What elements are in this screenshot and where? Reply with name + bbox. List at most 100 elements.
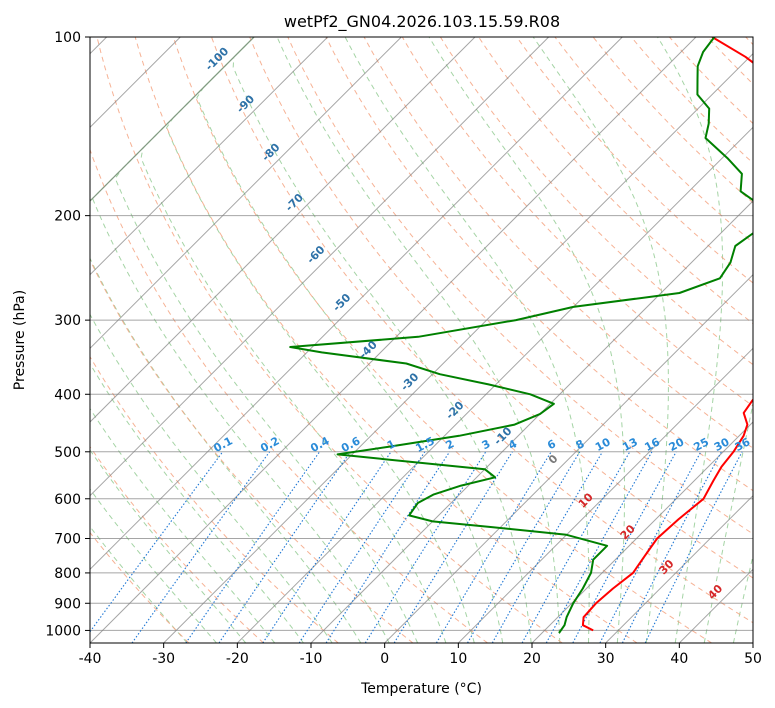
mixing-ratio-line (621, 451, 722, 643)
mixing-ratio-line (545, 451, 653, 643)
moist-adiabat (196, 37, 504, 643)
mixing-ratio-line (435, 451, 552, 643)
moist-adiabat-label: 10 (576, 490, 596, 510)
axes: -40 -30 -20 -10 0 10 20 30 40 5010020030040050060… (45, 30, 762, 667)
dry-adiabat (745, 37, 753, 46)
moist-adiabat (140, 37, 447, 643)
dry-adiabat (249, 37, 753, 579)
plot-frame (89, 36, 754, 644)
mixing-ratio-label: 25 (691, 435, 711, 454)
profile-lines (289, 37, 753, 634)
dry-adiabat (287, 37, 753, 535)
mixing-ratio-line (599, 451, 702, 643)
y-tick-label: 800 (54, 566, 81, 582)
mixing-ratio-line (491, 451, 603, 643)
y-tick-label: 700 (54, 532, 81, 548)
dry-adiabat (134, 37, 638, 643)
dry-adiabat (516, 37, 753, 284)
dry-adiabat (325, 37, 753, 492)
dry-adiabat (90, 355, 339, 643)
dry-adiabat (96, 37, 563, 643)
isotherm (90, 37, 623, 571)
moist-adiabat (90, 37, 255, 643)
mixing-ratio-label: 6 (545, 437, 558, 452)
dry-adiabat (90, 148, 488, 643)
y-tick-label: 200 (54, 209, 81, 225)
moist-adiabat-label: 20 (618, 522, 638, 542)
x-axis-label: Temperature (°C) (360, 681, 482, 697)
dry-adiabat-label: -20 (443, 399, 466, 422)
y-tick-label: 400 (54, 387, 81, 403)
y-tick-label: 300 (54, 313, 81, 329)
isotherm (531, 421, 753, 643)
moist-adiabat (90, 37, 255, 643)
dry-adiabat-label: -100 (203, 45, 232, 74)
moist-adiabat (232, 37, 532, 643)
x-tick-label: 20 (523, 651, 541, 667)
dry-adiabat-label: -70 (283, 191, 306, 214)
mixing-ratio-line (131, 451, 271, 643)
line-labels: 0.1 0.2 0.4 0.6 1 1.5 2 3 4 6 8 10 13 16 20 25 30 36-100-… (203, 45, 753, 603)
moist-adiabat (428, 37, 626, 643)
x-tick-label: 10 (449, 651, 467, 667)
mixing-ratio-line (521, 451, 631, 643)
moist-adiabat (90, 37, 304, 643)
moist-adiabat (532, 37, 669, 643)
x-tick-label: 30 (597, 651, 615, 667)
isotherm (90, 37, 255, 202)
dry-adiabat (439, 37, 753, 366)
mixing-ratio-line (393, 451, 513, 643)
isotherm (236, 126, 753, 643)
mixing-ratio-line (90, 451, 224, 633)
isotherm (605, 494, 753, 643)
x-tick-label: 50 (744, 651, 762, 667)
isotherm (384, 273, 753, 643)
x-tick-label: 0 (380, 651, 389, 667)
moist-adiabat-label: 40 (705, 582, 725, 602)
mixing-ratio-label: 36 (733, 435, 753, 454)
dry-adiabat (90, 258, 414, 643)
isotherm (457, 347, 753, 643)
mixing-ratio-label: 20 (667, 435, 687, 454)
y-tick-label: 100 (54, 30, 81, 46)
isotherm (90, 37, 550, 497)
moist-adiabat (90, 37, 333, 643)
x-tick-label: 40 (670, 651, 688, 667)
isotherm (752, 642, 753, 643)
mixing-ratio-line (185, 451, 321, 643)
moist-adiabat-label: 0 (546, 452, 561, 467)
dewpoint-profile (289, 37, 753, 634)
moist-adiabat (165, 37, 475, 643)
mixing-ratio-label: 10 (593, 435, 613, 454)
mixing-ratio-line (262, 451, 392, 643)
isotherm (90, 37, 329, 276)
mixing-ratio-label: 30 (712, 435, 732, 454)
isotherm (310, 200, 753, 643)
moist-adiabat (90, 37, 255, 643)
moist-adiabat (344, 37, 590, 643)
moist-adiabat (90, 37, 362, 643)
dry-adiabat (478, 37, 753, 325)
mixing-ratio-line (325, 451, 451, 643)
isotherm (90, 37, 402, 350)
dry-adiabat (707, 37, 753, 85)
dry-adiabat (90, 445, 264, 643)
mixing-ratio-line (364, 451, 487, 643)
x-tick-label: -10 (300, 651, 323, 667)
dry-adiabat-label: -30 (398, 370, 421, 393)
x-tick-label: -20 (226, 651, 249, 667)
mixing-ratio-line (644, 451, 743, 643)
y-tick-label: 900 (54, 596, 81, 612)
moist-adiabat (276, 37, 561, 643)
y-tick-label: 500 (54, 445, 81, 461)
mixing-ratio-line (218, 451, 351, 643)
dry-adiabat (90, 531, 190, 643)
mixing-ratio-label: 13 (620, 435, 640, 454)
isotherm (163, 52, 753, 643)
isotherm (678, 568, 753, 643)
moist-adiabat (703, 401, 753, 643)
isotherm (90, 37, 476, 423)
moist-adiabat (114, 37, 419, 643)
temperature-profile (581, 37, 753, 632)
